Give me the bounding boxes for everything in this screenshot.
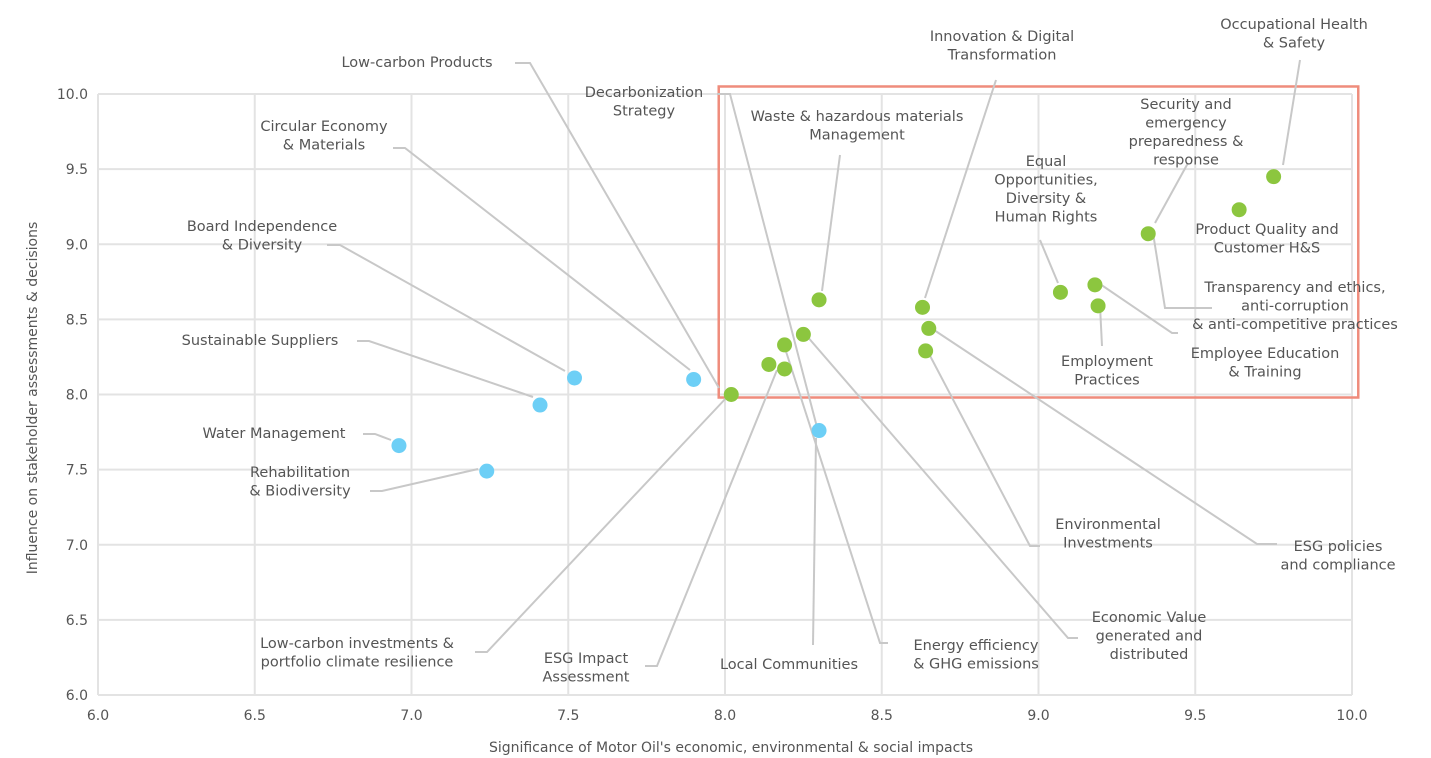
data-point-equal-opportunities-diversity-and-human-rights <box>1052 284 1068 300</box>
x-axis-title: Significance of Motor Oil's economic, en… <box>489 740 973 756</box>
point-label-water-management: Water Management <box>203 426 346 442</box>
data-point-esg-policies-and-compliance <box>921 320 937 336</box>
leader-line-esg-policies-and-compliance <box>930 327 1277 545</box>
x-tick-label: 6.5 <box>244 708 266 724</box>
y-tick-label: 6.5 <box>66 613 88 629</box>
leader-line-board-independence-and-diversity <box>327 244 566 372</box>
leader-line-esg-impact-assessment <box>645 369 778 667</box>
data-point-rehabilitation-and-biodiversity <box>479 463 495 479</box>
y-axis-title: Influence on stakeholder assessments & d… <box>25 222 41 575</box>
x-tick-label: 7.0 <box>400 708 422 724</box>
x-tick-label: 8.5 <box>871 708 893 724</box>
data-point-water-management <box>391 438 407 454</box>
point-label-environmental-investments: Environmental Investments <box>1055 517 1161 552</box>
point-label-low-carbon-products: Low-carbon Products <box>341 55 492 71</box>
point-label-equal-opportunities-diversity-and-human-rights: Equal Opportunities, Diversity & Human Righ… <box>994 154 1098 226</box>
data-point-local-communities <box>811 423 827 439</box>
leader-line-employee-education-and-training <box>1099 283 1178 334</box>
point-label-esg-impact-assessment: ESG Impact Assessment <box>543 651 630 686</box>
leader-line-economic-value-generated-and-distributed <box>805 334 1078 639</box>
point-label-employee-education-and-training: Employee Education & Training <box>1191 346 1340 381</box>
point-label-low-carbon-investments-and-portfolio-climate-resilience: Low-carbon investments & portfolio climat… <box>260 636 454 671</box>
leader-line-environmental-investments <box>926 349 1040 547</box>
y-tick-label: 9.0 <box>66 237 88 253</box>
point-label-transparency-and-ethics-anti-corruption-and-anti-competitive-practices: Transparency and ethics, anti-corruption &… <box>1192 280 1398 333</box>
leader-lines <box>327 59 1301 667</box>
data-point-decarbonization-strategy <box>761 356 777 372</box>
leader-line-circular-economy-and-materials <box>393 147 691 371</box>
point-label-product-quality-and-customer-hands: Product Quality and Customer H&S <box>1195 222 1338 257</box>
point-label-decarbonization-strategy: Decarbonization Strategy <box>585 85 703 120</box>
leader-line-waste-and-hazardous-materials-management <box>821 154 841 292</box>
data-point-occupational-health-and-safety <box>1266 169 1282 185</box>
point-label-board-independence-and-diversity: Board Independence & Diversity <box>187 219 337 254</box>
data-point-economic-value-generated-and-distributed <box>795 326 811 342</box>
data-points <box>391 169 1282 479</box>
leader-line-decarbonization-strategy <box>717 93 819 432</box>
leader-line-low-carbon-products <box>515 62 720 389</box>
data-point-product-quality-and-customer-hands <box>1231 202 1247 218</box>
leader-line-equal-opportunities-diversity-and-human-rights <box>1039 239 1059 284</box>
leader-line-security-and-emergency-preparedness-and-response <box>1154 162 1189 224</box>
x-tick-label: 9.5 <box>1184 708 1206 724</box>
data-point-sustainable-suppliers <box>532 397 548 413</box>
material-topics-box <box>717 85 1360 399</box>
leader-line-transparency-and-ethics-anti-corruption-and-anti-competitive-practices <box>1152 232 1212 309</box>
point-label-local-communities: Local Communities <box>720 657 858 673</box>
data-point-environmental-investments <box>918 343 934 359</box>
point-label-occupational-health-and-safety: Occupational Health & Safety <box>1220 17 1368 52</box>
leader-line-sustainable-suppliers <box>357 340 534 398</box>
leader-line-water-management <box>363 433 392 441</box>
x-tick-label: 8.0 <box>714 708 736 724</box>
data-point-esg-impact-assessment <box>777 361 793 377</box>
leader-line-local-communities <box>812 437 817 646</box>
data-point-low-carbon-products <box>686 371 702 387</box>
leader-line-innovation-and-digital-transformation <box>924 79 997 299</box>
data-point-energy-efficiency-and-ghg-emissions <box>777 337 793 353</box>
point-labels: Occupational Health & Safety Product Quali… <box>182 17 1398 686</box>
x-tick-label: 7.5 <box>557 708 579 724</box>
y-tick-label: 7.5 <box>66 463 88 479</box>
y-tick-label: 9.5 <box>66 162 88 178</box>
y-tick-label: 8.0 <box>66 388 88 404</box>
point-label-energy-efficiency-and-ghg-emissions: Energy efficiency & GHG emissions <box>913 638 1039 673</box>
x-tick-label: 10.0 <box>1336 708 1367 724</box>
point-label-esg-policies-and-compliance: ESG policies and compliance <box>1280 539 1395 574</box>
data-point-waste-and-hazardous-materials-management <box>811 292 827 308</box>
point-label-circular-economy-and-materials: Circular Economy & Materials <box>260 119 388 154</box>
leader-line-rehabilitation-and-biodiversity <box>370 468 479 492</box>
leader-line-occupational-health-and-safety <box>1282 59 1301 166</box>
leader-line-low-carbon-investments-and-portfolio-climate-resilience <box>475 395 729 653</box>
data-point-low-carbon-investments-and-portfolio-climate-resilience <box>723 387 739 402</box>
y-tick-label: 8.5 <box>66 312 88 328</box>
y-tick-label: 10.0 <box>57 87 88 103</box>
point-label-rehabilitation-and-biodiversity: Rehabilitation & Biodiversity <box>249 465 351 500</box>
data-point-employment-practices <box>1090 298 1106 314</box>
point-label-sustainable-suppliers: Sustainable Suppliers <box>182 333 339 349</box>
data-point-employee-education-and-training <box>1087 277 1103 293</box>
point-label-employment-practices: Employment Practices <box>1061 354 1153 389</box>
point-label-waste-and-hazardous-materials-management: Waste & hazardous materials Management <box>751 109 964 144</box>
x-tick-label: 9.0 <box>1027 708 1049 724</box>
y-tick-label: 6.0 <box>66 688 88 704</box>
leader-line-energy-efficiency-and-ghg-emissions <box>781 338 888 644</box>
point-label-economic-value-generated-and-distributed: Economic Value generated and distributed <box>1092 610 1207 663</box>
y-tick-label: 7.0 <box>66 538 88 554</box>
point-label-innovation-and-digital-transformation: Innovation & Digital Transformation <box>930 29 1074 64</box>
point-label-security-and-emergency-preparedness-and-response: Security and emergency preparedness & respo… <box>1129 97 1244 169</box>
data-point-security-and-emergency-preparedness-and-response <box>1140 226 1156 242</box>
data-point-board-independence-and-diversity <box>567 370 583 386</box>
x-tick-label: 6.0 <box>87 708 109 724</box>
data-point-innovation-and-digital-transformation <box>915 299 931 315</box>
